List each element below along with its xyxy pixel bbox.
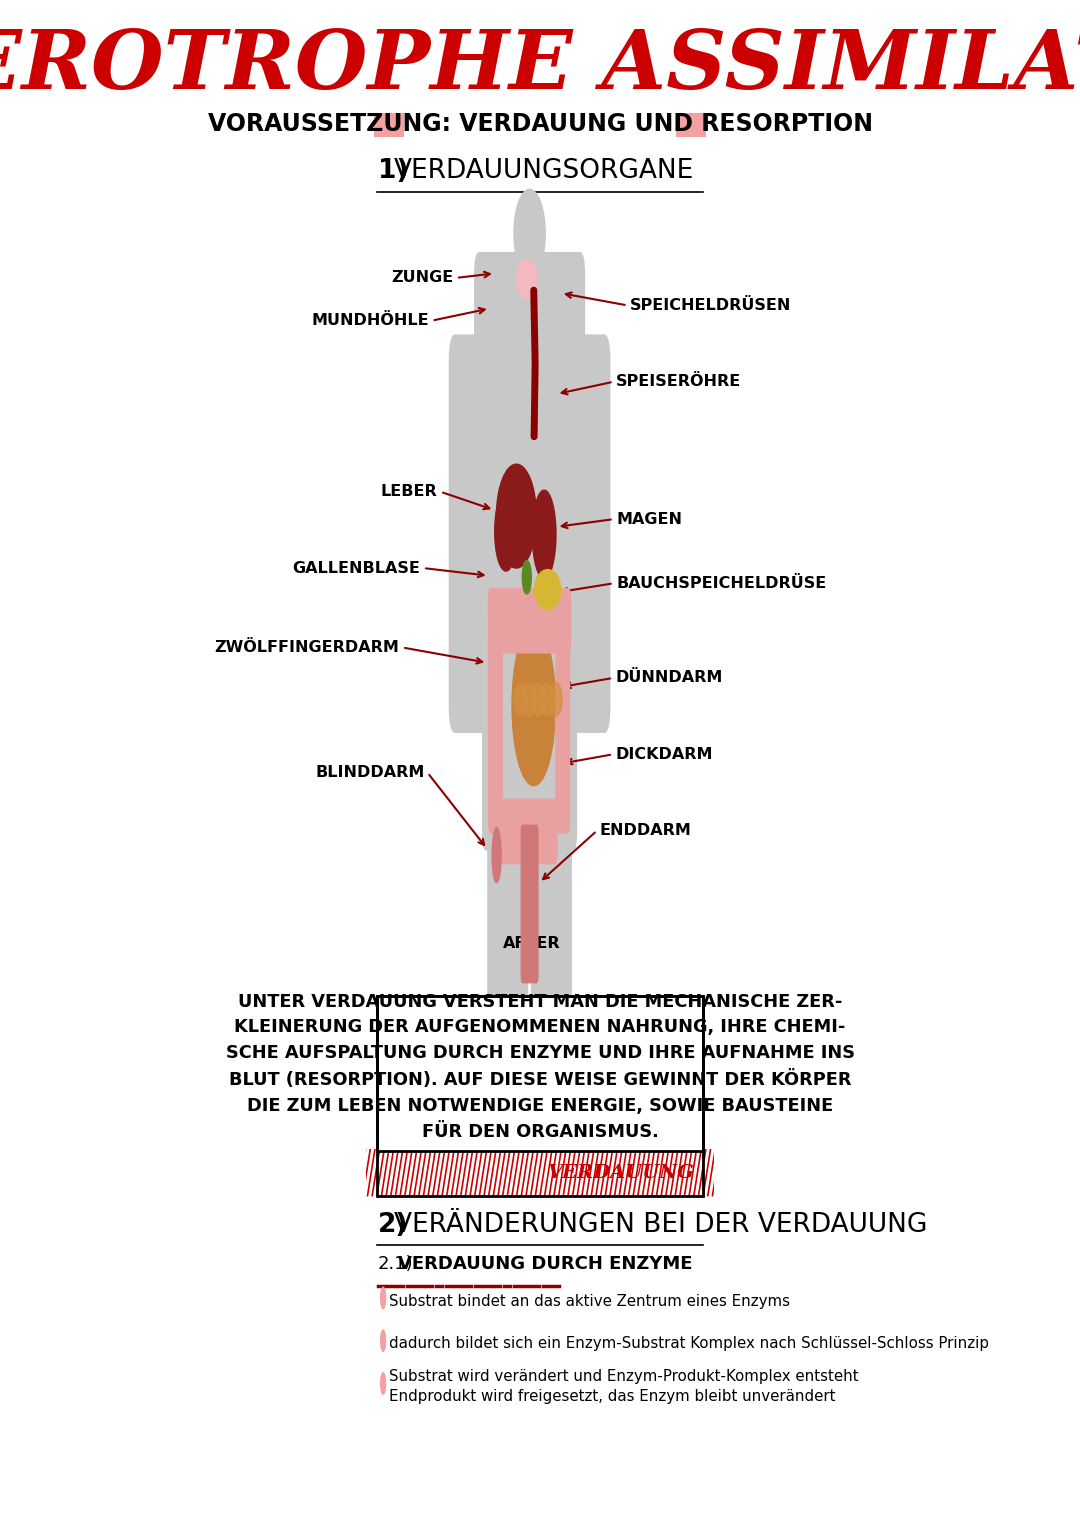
FancyBboxPatch shape <box>501 799 557 864</box>
FancyBboxPatch shape <box>572 334 610 733</box>
Ellipse shape <box>540 683 554 716</box>
Bar <box>377 996 703 1196</box>
Text: BLINDDARM: BLINDDARM <box>315 765 424 780</box>
FancyBboxPatch shape <box>474 252 585 649</box>
Text: VERDAUUNG DURCH ENZYME: VERDAUUNG DURCH ENZYME <box>397 1255 692 1274</box>
Text: 2): 2) <box>378 1211 408 1238</box>
FancyBboxPatch shape <box>377 996 703 1151</box>
FancyBboxPatch shape <box>531 785 572 1118</box>
Text: dadurch bildet sich ein Enzym-Substrat Komplex nach Schlüssel-Schloss Prinzip: dadurch bildet sich ein Enzym-Substrat K… <box>389 1336 989 1351</box>
Circle shape <box>380 1287 386 1309</box>
Ellipse shape <box>535 570 561 609</box>
Ellipse shape <box>531 683 544 716</box>
FancyBboxPatch shape <box>676 113 706 137</box>
Ellipse shape <box>549 683 563 716</box>
Circle shape <box>380 1373 386 1394</box>
Text: GALLENBLASE: GALLENBLASE <box>293 560 420 576</box>
Text: ENDDARM: ENDDARM <box>599 823 691 838</box>
Text: AFTER: AFTER <box>502 936 561 951</box>
Text: HETEROTROPHE ASSIMILATION: HETEROTROPHE ASSIMILATION <box>0 26 1080 105</box>
Ellipse shape <box>523 683 536 716</box>
Ellipse shape <box>532 490 556 579</box>
Circle shape <box>380 1330 386 1351</box>
Ellipse shape <box>512 625 555 785</box>
FancyBboxPatch shape <box>482 588 577 851</box>
Text: 1): 1) <box>378 157 408 185</box>
Ellipse shape <box>492 828 501 883</box>
FancyBboxPatch shape <box>448 334 487 733</box>
FancyBboxPatch shape <box>555 608 570 834</box>
FancyBboxPatch shape <box>488 608 503 834</box>
Ellipse shape <box>514 189 545 278</box>
Text: SPEICHELDRÜSEN: SPEICHELDRÜSEN <box>631 298 792 313</box>
Bar <box>377 1150 703 1196</box>
Text: LEBER: LEBER <box>381 484 437 499</box>
Bar <box>522 240 537 290</box>
Text: 2.1): 2.1) <box>378 1255 414 1274</box>
Text: ZUNGE: ZUNGE <box>391 270 454 286</box>
Text: SPEISERÖHRE: SPEISERÖHRE <box>617 374 742 389</box>
Text: DICKDARM: DICKDARM <box>616 747 713 762</box>
Text: VORAUSSETZUNG: VERDAUUNG UND RESORPTION: VORAUSSETZUNG: VERDAUUNG UND RESORPTION <box>207 111 873 136</box>
Text: Substrat bindet an das aktive Zentrum eines Enzyms: Substrat bindet an das aktive Zentrum ei… <box>389 1293 789 1309</box>
Text: MAGEN: MAGEN <box>617 512 683 527</box>
Text: VERDAUUNG: VERDAUUNG <box>548 1164 694 1182</box>
Text: VERDAUUNGSORGANE: VERDAUUNGSORGANE <box>393 157 693 185</box>
Text: Substrat wird verändert und Enzym-Produkt-Komplex entsteht
Endprodukt wird freig: Substrat wird verändert und Enzym-Produk… <box>389 1370 859 1403</box>
FancyBboxPatch shape <box>488 588 571 654</box>
Text: MUNDHÖHLE: MUNDHÖHLE <box>311 313 429 328</box>
Text: BAUCHSPEICHELDRÜSE: BAUCHSPEICHELDRÜSE <box>617 576 826 591</box>
Ellipse shape <box>523 560 531 594</box>
Ellipse shape <box>495 492 517 571</box>
Text: VERÄNDERUNGEN BEI DER VERDAUUNG: VERÄNDERUNGEN BEI DER VERDAUUNG <box>393 1211 927 1238</box>
Text: UNTER VERDAUUNG VERSTEHT MAN DIE MECHANISCHE ZER-
KLEINERUNG DER AUFGENOMMENEN N: UNTER VERDAUUNG VERSTEHT MAN DIE MECHANI… <box>226 993 854 1141</box>
FancyBboxPatch shape <box>487 785 528 1118</box>
Ellipse shape <box>514 683 527 716</box>
FancyBboxPatch shape <box>374 113 404 137</box>
Ellipse shape <box>516 260 537 299</box>
Text: DÜNNDARM: DÜNNDARM <box>616 670 723 686</box>
FancyBboxPatch shape <box>521 825 539 983</box>
Ellipse shape <box>497 464 537 568</box>
Text: ZWÖLFFINGERDARM: ZWÖLFFINGERDARM <box>215 640 400 655</box>
